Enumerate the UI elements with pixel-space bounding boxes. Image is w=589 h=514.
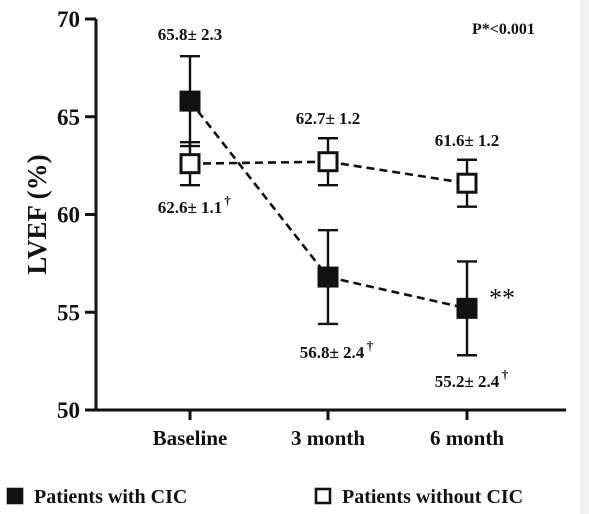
data-label-cic: 65.8± 2.3 [158, 25, 223, 44]
data-label-no-cic: 62.7± 1.2 [296, 109, 361, 128]
series-line-no-cic [327, 160, 468, 185]
x-tick-label: 3 month [291, 426, 365, 450]
dagger-mark: † [502, 367, 509, 382]
y-tick-label: 50 [57, 398, 80, 423]
y-tick-label: 55 [57, 300, 80, 325]
dagger-mark: † [224, 193, 231, 208]
series-line-cic [188, 100, 330, 278]
y-tick-label: 70 [57, 7, 80, 32]
y-tick-label: 60 [57, 203, 80, 228]
point-marker-cic [456, 297, 478, 319]
data-label-no-cic: 61.6± 1.2 [435, 131, 500, 150]
legend-label-no-cic: Patients without CIC [342, 486, 523, 508]
data-label-cic: 55.2± 2.4 [435, 372, 500, 391]
legend-swatch-no-cic [314, 487, 332, 505]
data-label-cic: 56.8± 2.4 [300, 343, 365, 362]
legend-swatch-cic [6, 487, 24, 505]
y-tick-label: 65 [57, 105, 80, 130]
y-axis-label: LVEF (%) [22, 154, 52, 274]
point-marker-no-cic [456, 172, 478, 194]
point-marker-cic [317, 266, 339, 288]
dagger-mark: † [367, 338, 374, 353]
significance-mark: ** [489, 283, 515, 312]
point-marker-no-cic [317, 151, 339, 173]
series-line-cic [327, 275, 468, 310]
point-marker-no-cic [179, 153, 201, 175]
x-tick-label: Baseline [153, 426, 228, 450]
point-marker-cic [179, 90, 201, 112]
p-value-annotation: P*<0.001 [472, 21, 535, 38]
x-tick-label: 6 month [430, 426, 504, 450]
series-line-no-cic [189, 160, 329, 165]
right-edge-strip [580, 0, 589, 514]
legend-label-cic: Patients with CIC [34, 486, 187, 508]
data-label-no-cic: 62.6± 1.1 [158, 198, 223, 217]
